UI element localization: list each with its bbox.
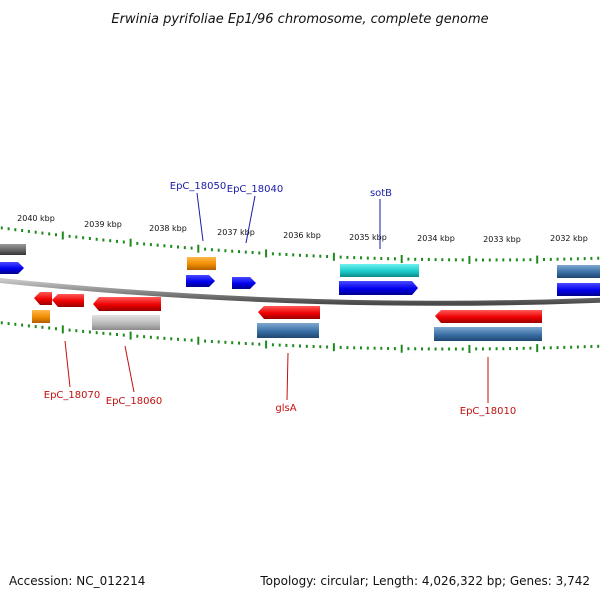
gene-label-EpC_18060[interactable]: EpC_18060 xyxy=(106,396,162,407)
gene-feature[interactable] xyxy=(435,310,542,323)
scale-label-2040: 2040 kbp xyxy=(17,214,55,223)
gene-label-EpC_18070[interactable]: EpC_18070 xyxy=(44,390,100,401)
gene-feature[interactable] xyxy=(258,306,320,319)
accession-text: Accession: NC_012214 xyxy=(9,574,146,588)
leader-line xyxy=(245,195,256,244)
gene-feature[interactable] xyxy=(32,310,50,323)
gene-feature[interactable] xyxy=(434,327,542,341)
outer-scale-ticks xyxy=(0,226,600,264)
leader-line xyxy=(124,345,135,393)
gene-feature[interactable] xyxy=(187,257,216,270)
chromosome-backbone xyxy=(0,277,600,306)
scale-label-2032: 2032 kbp xyxy=(550,234,588,243)
gene-labels: EpC_18050 EpC_18040 sotB EpC_18070 EpC_1… xyxy=(44,181,516,417)
gene-feature[interactable] xyxy=(557,283,600,296)
gene-label-EpC_18050[interactable]: EpC_18050 xyxy=(170,181,226,192)
scale-label-2036: 2036 kbp xyxy=(283,231,321,240)
gene-label-sotB[interactable]: sotB xyxy=(370,188,392,199)
scale-label-2038: 2038 kbp xyxy=(149,224,187,233)
leader-line xyxy=(64,340,71,388)
scale-label-2033: 2033 kbp xyxy=(483,235,521,244)
reverse-strand-genes xyxy=(32,292,542,341)
gene-feature[interactable] xyxy=(52,294,84,307)
topology-text: Topology: circular; Length: 4,026,322 bp… xyxy=(260,574,590,588)
scale-label-2034: 2034 kbp xyxy=(417,234,455,243)
gene-feature[interactable] xyxy=(92,315,160,330)
gene-feature[interactable] xyxy=(0,262,24,274)
inner-scale-ticks xyxy=(0,321,600,353)
gene-feature[interactable] xyxy=(340,264,419,277)
gene-feature[interactable] xyxy=(232,277,256,289)
gene-feature[interactable] xyxy=(93,297,161,311)
gene-feature[interactable] xyxy=(557,265,600,278)
gene-feature[interactable] xyxy=(186,275,215,287)
leader-line xyxy=(286,352,289,401)
gene-feature[interactable] xyxy=(339,281,418,295)
scale-label-2037: 2037 kbp xyxy=(217,228,255,237)
scale-labels: 2040 kbp 2039 kbp 2038 kbp 2037 kbp 2036… xyxy=(17,214,588,244)
gene-label-EpC_18010[interactable]: EpC_18010 xyxy=(460,406,516,417)
scale-label-2039: 2039 kbp xyxy=(84,220,122,229)
leader-line xyxy=(196,192,204,242)
forward-strand-genes xyxy=(0,244,600,296)
gene-label-EpC_18040[interactable]: EpC_18040 xyxy=(227,184,283,195)
label-leaders xyxy=(64,192,489,403)
gene-feature[interactable] xyxy=(257,323,319,338)
map-title: Erwinia pyrifoliae Ep1/96 chromosome, co… xyxy=(111,12,488,27)
gene-label-glsA[interactable]: glsA xyxy=(275,403,296,414)
gene-feature[interactable] xyxy=(34,292,52,305)
scale-label-2035: 2035 kbp xyxy=(349,233,387,242)
gene-feature[interactable] xyxy=(0,244,26,255)
